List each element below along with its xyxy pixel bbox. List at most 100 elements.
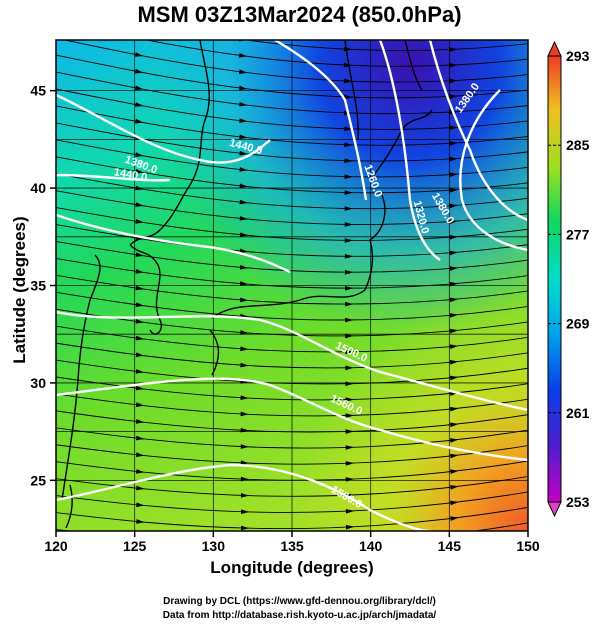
streamline bbox=[56, 122, 528, 162]
streamline-arrow bbox=[344, 94, 353, 100]
streamline-arrow bbox=[449, 203, 459, 209]
streamline-arrow bbox=[239, 150, 248, 156]
coast-china bbox=[61, 254, 101, 501]
streamline-arrow bbox=[240, 411, 250, 417]
streamline-arrow bbox=[343, 78, 353, 84]
streamline-arrow bbox=[449, 62, 458, 68]
streamline-arrow bbox=[449, 297, 459, 303]
colorbar-tick-label: 253 bbox=[566, 494, 590, 510]
coast-kuril bbox=[404, 40, 423, 91]
y-tick-label: 40 bbox=[30, 180, 46, 196]
streamline-arrow bbox=[239, 232, 249, 237]
streamline bbox=[56, 460, 528, 481]
streamline bbox=[56, 476, 528, 497]
credit-data: Data from http://database.rish.kyoto-u.a… bbox=[162, 610, 437, 621]
streamline bbox=[56, 274, 528, 305]
x-tick-label: 130 bbox=[202, 538, 226, 554]
y-tick-label: 45 bbox=[30, 83, 46, 99]
streamline-arrow bbox=[449, 47, 458, 52]
streamline-arrow bbox=[134, 68, 144, 74]
streamline-arrow bbox=[135, 302, 145, 307]
streamline-arrow bbox=[449, 234, 459, 240]
streamline-arrow bbox=[449, 359, 459, 365]
coast-honshu bbox=[211, 194, 386, 319]
streamline-arrow bbox=[240, 509, 250, 515]
streamline-arrow bbox=[134, 52, 144, 57]
streamline-arrow bbox=[450, 516, 459, 521]
contour-line bbox=[56, 173, 171, 182]
streamline bbox=[56, 224, 528, 257]
y-axis-label: Latitude (degrees) bbox=[10, 216, 29, 364]
streamline-arrow bbox=[136, 485, 145, 491]
streamline-arrow bbox=[449, 375, 459, 381]
coast-taiwan bbox=[65, 484, 73, 529]
streamline-arrow bbox=[239, 199, 249, 205]
colorbar-tick-label: 269 bbox=[566, 316, 590, 332]
streamline-arrow bbox=[345, 349, 354, 355]
streamline-arrow bbox=[344, 254, 354, 259]
contour-line bbox=[459, 89, 528, 252]
streamline bbox=[56, 342, 528, 369]
streamline-arrow bbox=[135, 285, 145, 291]
streamline bbox=[56, 491, 528, 513]
streamline-arrow bbox=[345, 524, 355, 530]
contour-line bbox=[428, 40, 528, 222]
streamline-arrow bbox=[239, 85, 248, 91]
colorbar-tick-label: 285 bbox=[566, 137, 590, 153]
streamline-arrow bbox=[135, 19, 144, 24]
streamline-arrow bbox=[135, 152, 144, 157]
x-axis-ticks: 120 125 130 135 140 145 150 bbox=[44, 531, 540, 554]
streamline-arrow bbox=[344, 174, 353, 179]
streamline-arrow bbox=[449, 125, 458, 131]
colorbar-tick-label: 277 bbox=[566, 226, 590, 242]
streamline-arrow bbox=[239, 167, 248, 172]
streamline-arrow bbox=[449, 219, 459, 224]
streamline-arrow bbox=[345, 508, 355, 514]
streamline-arrow bbox=[449, 172, 458, 178]
streamline-arrow bbox=[135, 168, 144, 174]
streamline-arrow bbox=[135, 402, 145, 408]
x-tick-label: 120 bbox=[44, 538, 68, 554]
y-tick-label: 35 bbox=[30, 278, 46, 294]
contour-line bbox=[56, 93, 271, 164]
streamline-arrow bbox=[344, 238, 354, 243]
x-tick-label: 150 bbox=[516, 538, 540, 554]
coast-sakhalin bbox=[344, 40, 359, 141]
y-axis-ticks: 25 30 35 40 45 bbox=[30, 83, 56, 488]
colorbar-tick-label: 293 bbox=[566, 48, 590, 64]
streamline-arrow bbox=[135, 202, 144, 207]
contour-label: 1440.0 bbox=[113, 166, 148, 184]
streamline-arrow bbox=[135, 385, 145, 391]
streamline-arrow bbox=[344, 222, 354, 227]
lat-lon-grid bbox=[56, 40, 528, 531]
colorbar-ticks: 293 285 277 269 261 253 bbox=[548, 48, 590, 510]
streamline-arrow bbox=[449, 313, 459, 318]
contour-line bbox=[56, 463, 431, 531]
streamline-arrow bbox=[450, 438, 459, 443]
x-tick-label: 125 bbox=[123, 538, 147, 554]
streamline-arrow bbox=[135, 252, 145, 257]
streamline-arrow bbox=[449, 188, 459, 193]
streamline-arrow bbox=[345, 333, 354, 339]
streamline-arrow bbox=[344, 206, 354, 211]
streamline bbox=[56, 427, 528, 449]
streamline-arrow bbox=[450, 500, 459, 506]
streamline-arrow bbox=[344, 126, 353, 132]
streamline-arrow bbox=[238, 53, 248, 58]
streamline bbox=[56, 88, 528, 130]
streamline-arrow bbox=[240, 330, 249, 335]
y-tick-label: 30 bbox=[30, 375, 46, 391]
streamline-arrow bbox=[135, 319, 145, 324]
streamline-arrow bbox=[344, 269, 354, 275]
streamline-arrow bbox=[449, 94, 458, 99]
streamline-arrow bbox=[240, 362, 249, 368]
streamline-arrow bbox=[240, 346, 249, 352]
streamline-arrow bbox=[344, 158, 353, 164]
streamline-arrow bbox=[239, 118, 248, 123]
y-tick-label: 25 bbox=[30, 472, 46, 488]
streamline-arrow bbox=[239, 183, 249, 189]
streamline-arrow bbox=[345, 397, 354, 403]
streamline bbox=[56, 190, 528, 226]
streamline-arrow bbox=[345, 461, 355, 466]
streamline-arrow bbox=[239, 101, 248, 107]
